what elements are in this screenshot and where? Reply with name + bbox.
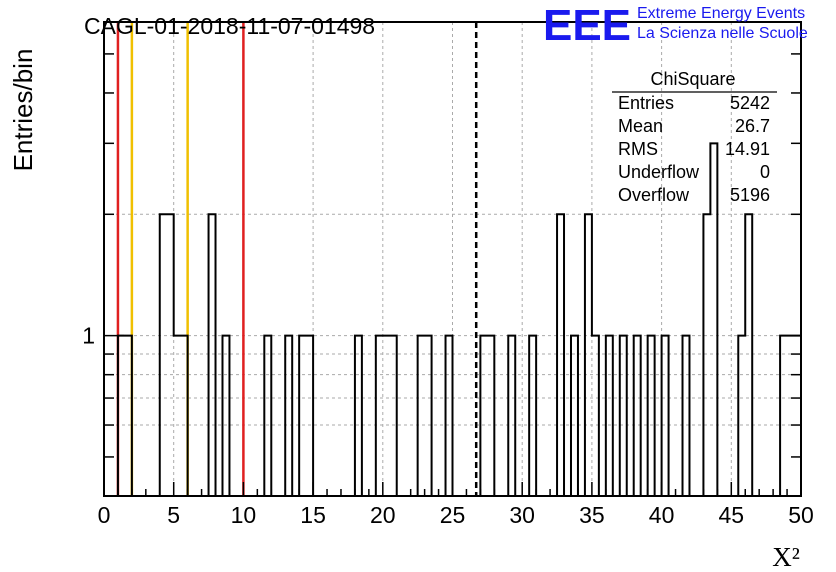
axis-ticks: [103, 21, 802, 496]
x-tick-label: 0: [98, 502, 111, 528]
x-tick-label: 15: [300, 502, 326, 528]
x-tick-label: 25: [440, 502, 466, 528]
stats-label-rms: RMS: [618, 139, 658, 159]
x-tick-label: 30: [509, 502, 535, 528]
logo-line-2: La Scienza nelle Scuole: [637, 25, 808, 42]
x-axis-label: X²: [772, 542, 800, 572]
y-tick-label: 1: [82, 323, 95, 349]
stats-value-rms: 14.91: [725, 139, 770, 159]
eee-logo: EEE: [543, 1, 631, 50]
stats-value-entries: 5242: [730, 93, 770, 113]
run-title: CAGL-01-2018-11-07-01498: [84, 13, 375, 39]
y-tick-labels: 1: [82, 323, 95, 349]
x-tick-labels: 0 5 10 15 20 25 30 35 40 45 50: [98, 502, 814, 528]
x-tick-label: 45: [719, 502, 745, 528]
stats-label-entries: Entries: [618, 93, 674, 113]
logo-line-1: Extreme Energy Events: [637, 5, 805, 22]
x-tick-label: 40: [649, 502, 675, 528]
histogram-outline: [104, 142, 802, 497]
stats-value-mean: 26.7: [735, 116, 770, 136]
y-axis-label: Entries/bin: [8, 49, 38, 172]
x-tick-label: 20: [370, 502, 396, 528]
x-tick-label: 35: [579, 502, 605, 528]
stats-title: ChiSquare: [650, 69, 735, 89]
stats-box: ChiSquare Entries 5242 Mean 26.7 RMS 14.91 Und…: [612, 69, 777, 205]
x-tick-label: 10: [231, 502, 257, 528]
stats-value-underflow: 0: [760, 162, 770, 182]
x-tick-label: 50: [788, 502, 814, 528]
stats-label-mean: Mean: [618, 116, 663, 136]
stats-label-underflow: Underflow: [618, 162, 700, 182]
stats-label-overflow: Overflow: [618, 185, 690, 205]
x-tick-label: 5: [167, 502, 180, 528]
stats-value-overflow: 5196: [730, 185, 770, 205]
